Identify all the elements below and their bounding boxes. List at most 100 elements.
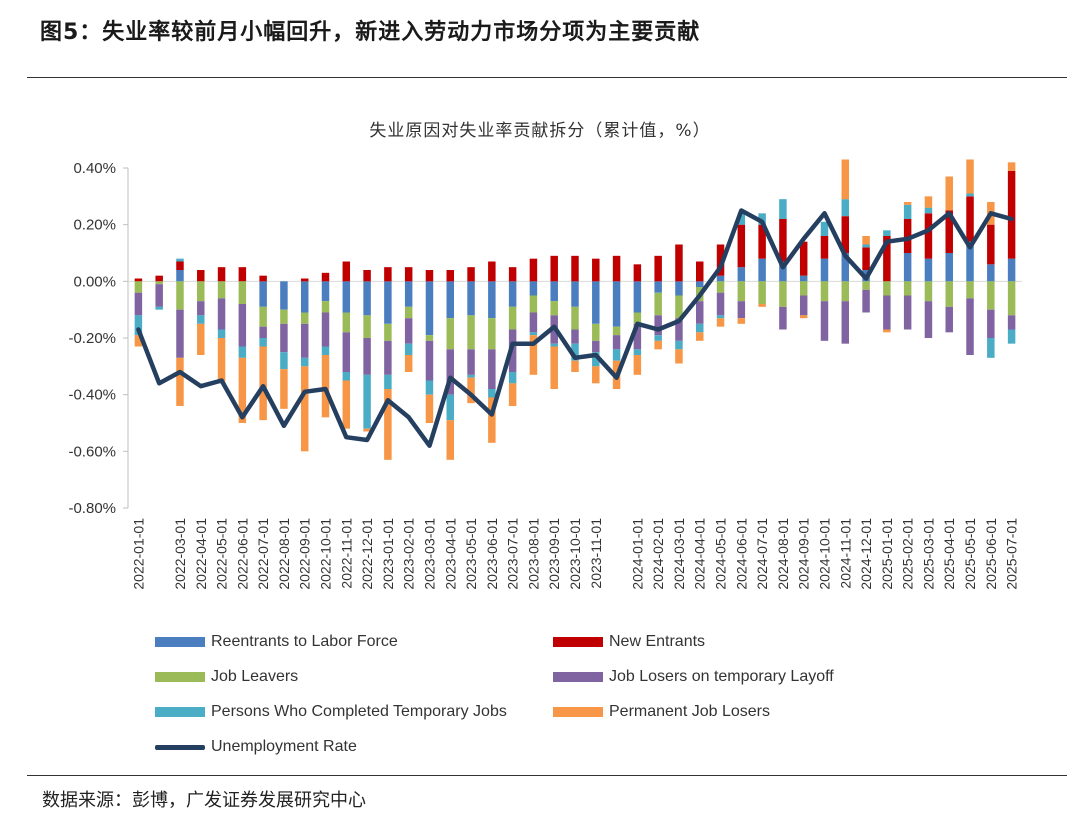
legend-swatch xyxy=(553,637,603,647)
x-tick-label: 2022-10-01 xyxy=(318,518,334,590)
bar-job-leavers xyxy=(966,281,974,299)
bar-new-entrants xyxy=(550,255,558,282)
bar-job-losers-on-temporary-layoff xyxy=(467,349,475,375)
bar-job-losers-on-temporary-layoff xyxy=(488,349,496,389)
bar-new-entrants xyxy=(903,219,912,253)
bar-new-entrants xyxy=(592,258,600,282)
bar-job-losers-on-temporary-layoff xyxy=(134,292,143,316)
bar-reentrants-to-labor-force xyxy=(696,281,704,287)
bar-job-losers-on-temporary-layoff xyxy=(363,338,371,375)
bar-job-leavers xyxy=(883,281,891,296)
bar-new-entrants xyxy=(155,275,163,282)
x-tick-label: 2022-05-01 xyxy=(214,518,230,590)
bar-job-losers-on-temporary-layoff xyxy=(841,301,850,344)
bar-job-losers-on-temporary-layoff xyxy=(779,306,787,330)
bar-job-leavers xyxy=(862,281,870,290)
bar-permanent-job-losers xyxy=(675,349,683,364)
bar-job-losers-on-temporary-layoff xyxy=(529,312,538,333)
bar-permanent-job-losers xyxy=(259,346,267,421)
bar-job-losers-on-temporary-layoff xyxy=(404,318,413,344)
x-tick-label: 2025-01-01 xyxy=(879,518,895,590)
x-tick-label: 2024-06-01 xyxy=(733,518,749,590)
bar-persons-who-completed-temporary-jobs xyxy=(259,338,267,347)
bar-reentrants-to-labor-force xyxy=(363,281,371,316)
chart-title: 失业原因对失业率贡献拆分（累计值，%） xyxy=(369,121,711,141)
x-tick-label: 2025-02-01 xyxy=(900,518,916,590)
bar-reentrants-to-labor-force xyxy=(488,281,496,319)
legend-item: New Entrants xyxy=(553,633,705,651)
x-tick-label: 2022-12-01 xyxy=(359,518,375,590)
bar-persons-who-completed-temporary-jobs xyxy=(384,374,392,389)
bar-new-entrants xyxy=(363,270,371,282)
bar-job-losers-on-temporary-layoff xyxy=(945,306,953,333)
bar-new-entrants xyxy=(820,236,829,259)
bar-permanent-job-losers xyxy=(508,383,517,406)
y-tick-label: -0.80% xyxy=(68,500,116,517)
x-tick-label: 2023-11-01 xyxy=(588,518,604,589)
legend-item: Job Losers on temporary Layoff xyxy=(553,668,834,686)
x-tick-label: 2023-10-01 xyxy=(567,518,583,590)
bar-job-leavers xyxy=(176,281,184,310)
bar-new-entrants xyxy=(654,255,662,282)
bar-new-entrants xyxy=(197,270,205,282)
bar-persons-who-completed-temporary-jobs xyxy=(654,335,662,341)
x-tick-label: 2022-04-01 xyxy=(193,518,209,590)
bar-reentrants-to-labor-force xyxy=(654,281,662,293)
bar-new-entrants xyxy=(488,261,496,282)
bar-job-leavers xyxy=(1007,281,1016,316)
bar-permanent-job-losers xyxy=(467,377,475,404)
bar-job-leavers xyxy=(799,281,808,296)
bar-reentrants-to-labor-force xyxy=(280,281,288,310)
bar-persons-who-completed-temporary-jobs xyxy=(862,244,870,248)
bar-job-leavers xyxy=(550,301,558,316)
bar-permanent-job-losers xyxy=(716,318,725,327)
bar-permanent-job-losers xyxy=(280,369,288,409)
bar-reentrants-to-labor-force xyxy=(529,281,538,296)
bar-permanent-job-losers xyxy=(321,355,330,418)
bar-new-entrants xyxy=(633,264,642,282)
legend-label: New Entrants xyxy=(609,633,706,650)
legend-swatch xyxy=(553,672,603,682)
legend-swatch xyxy=(155,637,205,647)
bar-new-entrants xyxy=(425,270,434,282)
bar-new-entrants xyxy=(883,236,891,282)
bar-permanent-job-losers xyxy=(342,380,351,429)
x-tick-label: 2025-07-01 xyxy=(1004,518,1020,590)
bar-job-leavers xyxy=(612,326,621,336)
x-tick-label: 2024-10-01 xyxy=(816,518,832,590)
bar-job-leavers xyxy=(488,318,496,350)
bar-job-leavers xyxy=(425,335,434,341)
bar-persons-who-completed-temporary-jobs xyxy=(134,315,143,336)
bar-job-leavers xyxy=(841,281,850,302)
bar-persons-who-completed-temporary-jobs xyxy=(529,332,538,336)
bar-persons-who-completed-temporary-jobs xyxy=(716,315,725,319)
legend-item: Job Leavers xyxy=(155,668,298,686)
legend-item: Unemployment Rate xyxy=(155,738,357,756)
bar-job-losers-on-temporary-layoff xyxy=(612,335,621,350)
bar-permanent-job-losers xyxy=(654,340,662,350)
bar-new-entrants xyxy=(758,224,766,259)
bar-persons-who-completed-temporary-jobs xyxy=(779,199,787,219)
bar-job-losers-on-temporary-layoff xyxy=(176,309,184,358)
bar-persons-who-completed-temporary-jobs xyxy=(592,352,600,367)
bar-job-losers-on-temporary-layoff xyxy=(321,312,330,347)
bar-job-leavers xyxy=(217,281,226,299)
x-tick-label: 2022-07-01 xyxy=(255,518,271,590)
bar-job-losers-on-temporary-layoff xyxy=(342,332,351,372)
bar-persons-who-completed-temporary-jobs xyxy=(363,374,371,429)
bar-persons-who-completed-temporary-jobs xyxy=(737,213,746,225)
bar-job-losers-on-temporary-layoff xyxy=(300,323,309,358)
bar-new-entrants xyxy=(1007,170,1016,259)
bar-job-losers-on-temporary-layoff xyxy=(633,323,642,350)
legend-label: Reentrants to Labor Force xyxy=(211,633,398,650)
bar-job-losers-on-temporary-layoff xyxy=(966,298,974,355)
bar-job-losers-on-temporary-layoff xyxy=(592,340,600,353)
bar-permanent-job-losers xyxy=(384,389,392,460)
bar-persons-who-completed-temporary-jobs xyxy=(508,372,517,384)
bar-new-entrants xyxy=(966,196,974,242)
x-tick-label: 2024-03-01 xyxy=(671,518,687,590)
bar-new-entrants xyxy=(446,270,454,282)
bar-persons-who-completed-temporary-jobs xyxy=(217,329,226,338)
bar-job-leavers xyxy=(716,281,725,293)
